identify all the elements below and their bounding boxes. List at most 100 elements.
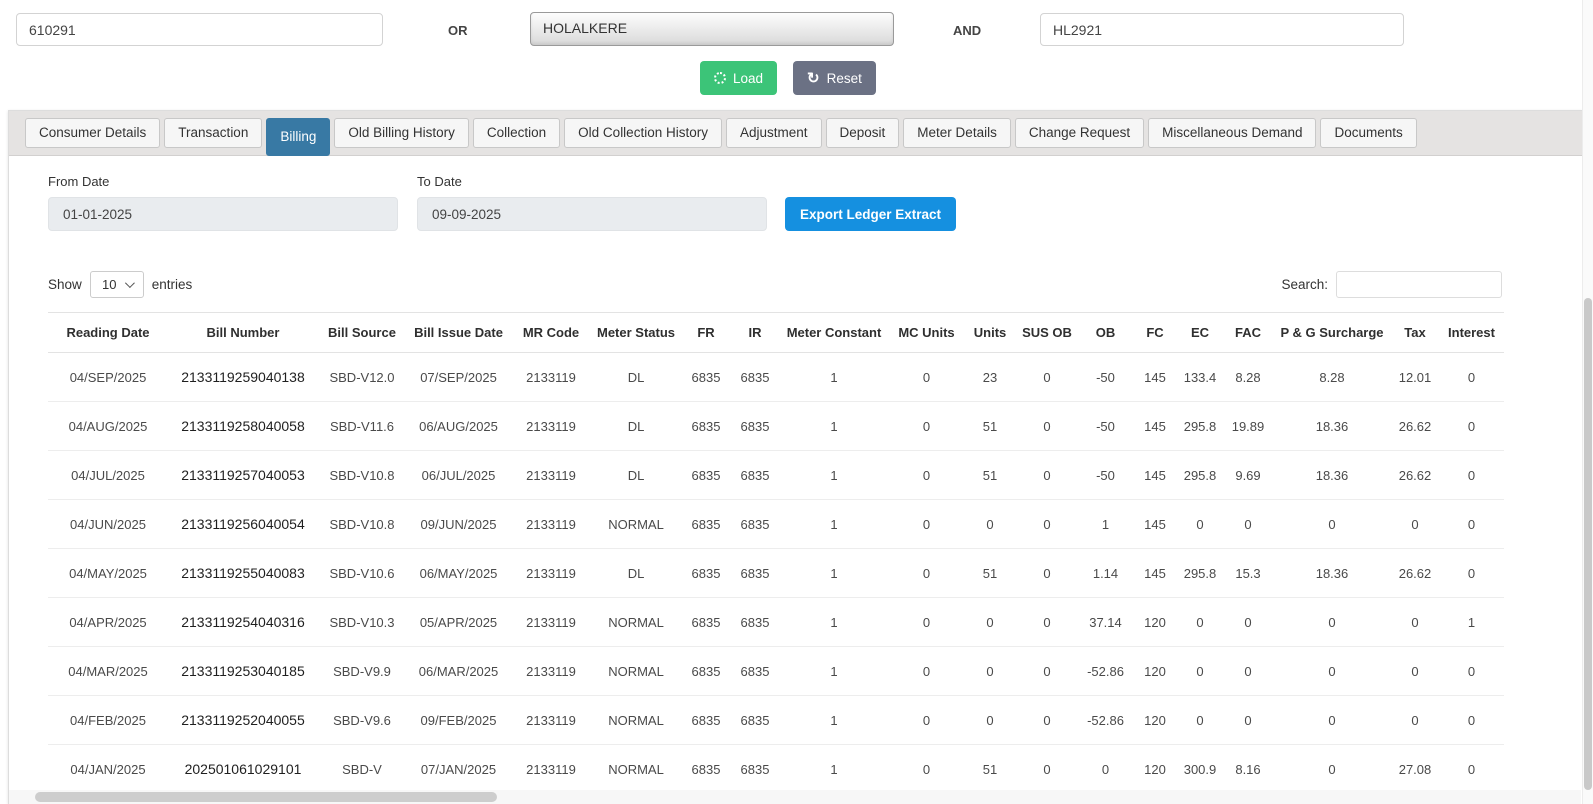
to-date-input[interactable] (417, 197, 767, 231)
column-header-ec[interactable]: EC (1190, 325, 1210, 340)
load-button[interactable]: Load (700, 61, 778, 95)
cell-ir: 6835 (731, 401, 779, 451)
cell-mr-code: 2133119 (511, 695, 591, 745)
cell-bill-number: 2133119255040083 (168, 548, 318, 598)
vertical-scrollbar[interactable] (1582, 0, 1593, 804)
table-body: 04/SEP/2025 2133119259040138 SBD-V12.0 07/S… (48, 352, 1504, 794)
column-header-meter-constant[interactable]: Meter Constant (786, 325, 882, 340)
cell-mc-units: 0 (889, 401, 964, 451)
column-header-mr-code[interactable]: MR Code (522, 325, 580, 340)
column-header-bill-source[interactable]: Bill Source (328, 325, 396, 340)
tab-collection[interactable]: Collection (472, 118, 561, 148)
cell-meter-status: NORMAL (591, 499, 681, 549)
tab-consumer-details[interactable]: Consumer Details (25, 118, 161, 148)
cell-mc-units: 0 (889, 695, 964, 745)
cell-fac: 8.28 (1223, 352, 1273, 402)
reset-button-label: Reset (826, 70, 862, 86)
cell-fac: 8.16 (1223, 744, 1273, 794)
horizontal-scrollbar[interactable] (9, 790, 1581, 804)
tab-transaction[interactable]: Transaction (164, 118, 263, 148)
cell-fac: 0 (1223, 499, 1273, 549)
column-header-fc[interactable]: FC (1146, 325, 1164, 340)
cell-fr: 6835 (681, 548, 731, 598)
cell-mc-units: 0 (889, 597, 964, 647)
tab-old-collection-history[interactable]: Old Collection History (564, 118, 722, 148)
column-header-fac[interactable]: FAC (1235, 325, 1261, 340)
cell-bill-source: SBD-V9.9 (318, 646, 406, 696)
tab-deposit[interactable]: Deposit (825, 118, 900, 148)
cell-p-g-surcharge: 0 (1273, 499, 1391, 549)
cell-mr-code: 2133119 (511, 499, 591, 549)
cell-fr: 6835 (681, 450, 731, 500)
cell-bill-source: SBD-V9.6 (318, 695, 406, 745)
cell-mr-code: 2133119 (511, 548, 591, 598)
cell-bill-source: SBD-V10.6 (318, 548, 406, 598)
cell-interest: 0 (1439, 352, 1504, 402)
cell-ec: 0 (1177, 597, 1223, 647)
column-header-bill-issue-date[interactable]: Bill Issue Date (414, 325, 503, 340)
cell-fr: 6835 (681, 597, 731, 647)
reset-button[interactable]: ↻ Reset (793, 61, 876, 95)
cell-fc: 145 (1133, 499, 1177, 549)
cell-fac: 19.89 (1223, 401, 1273, 451)
column-header-p-g-surcharge[interactable]: P & G Surcharge (1280, 325, 1384, 340)
and-label: AND (953, 23, 982, 38)
column-header-bill-number[interactable]: Bill Number (206, 325, 280, 340)
cell-bill-number: 2133119259040138 (168, 352, 318, 402)
consumer-number-input[interactable] (16, 13, 383, 46)
cell-sus-ob: 0 (1016, 499, 1078, 549)
cell-meter-status: NORMAL (591, 646, 681, 696)
column-header-tax[interactable]: Tax (1404, 325, 1426, 340)
cell-interest: 1 (1439, 597, 1504, 647)
filter-bar: OR HOLALKERE AND Load ↻ Reset (0, 0, 1593, 110)
cell-meter-constant: 1 (779, 744, 889, 794)
cell-bill-issue-date: 06/JUL/2025 (406, 450, 511, 500)
cell-reading-date: 04/MAR/2025 (48, 646, 168, 696)
from-date-input[interactable] (48, 197, 398, 231)
cell-tax: 0 (1391, 597, 1439, 647)
column-header-units[interactable]: Units (973, 325, 1007, 340)
tab-old-billing-history[interactable]: Old Billing History (334, 118, 469, 148)
column-header-sus-ob[interactable]: SUS OB (1022, 325, 1072, 340)
table-row: 04/APR/2025 2133119254040316 SBD-V10.3 05/A… (48, 597, 1504, 647)
cell-mc-units: 0 (889, 499, 964, 549)
page-size-select[interactable]: 10 (89, 271, 144, 298)
cell-reading-date: 04/JAN/2025 (48, 744, 168, 794)
column-header-ob[interactable]: OB (1095, 325, 1116, 340)
cell-bill-issue-date: 06/AUG/2025 (406, 401, 511, 451)
column-header-ir[interactable]: IR (748, 325, 762, 340)
cell-fr: 6835 (681, 646, 731, 696)
office-select[interactable]: HOLALKERE (530, 12, 894, 46)
cell-bill-source: SBD-V10.8 (318, 499, 406, 549)
refresh-icon: ↻ (807, 69, 820, 87)
billing-tab-content: From Date To Date Export Ledger Extract … (9, 156, 1582, 794)
vertical-scrollbar-thumb[interactable] (1584, 298, 1592, 790)
horizontal-scrollbar-thumb[interactable] (35, 792, 497, 802)
cell-reading-date: 04/MAY/2025 (48, 548, 168, 598)
cell-fac: 0 (1223, 597, 1273, 647)
tab-billing[interactable]: Billing (266, 118, 331, 156)
tab-adjustment[interactable]: Adjustment (725, 118, 822, 148)
cell-sus-ob: 0 (1016, 450, 1078, 500)
tab-change-request[interactable]: Change Request (1014, 118, 1145, 148)
cell-mc-units: 0 (889, 450, 964, 500)
cell-fc: 120 (1133, 597, 1177, 647)
cell-fr: 6835 (681, 352, 731, 402)
column-header-meter-status[interactable]: Meter Status (596, 325, 676, 340)
or-label: OR (448, 23, 468, 38)
cell-bill-source: SBD-V10.8 (318, 450, 406, 500)
column-header-mc-units[interactable]: MC Units (898, 325, 955, 340)
export-ledger-button[interactable]: Export Ledger Extract (785, 197, 957, 231)
cell-units: 0 (964, 597, 1016, 647)
tab-meter-details[interactable]: Meter Details (903, 118, 1011, 148)
tab-miscellaneous-demand[interactable]: Miscellaneous Demand (1148, 118, 1317, 148)
cell-ob: 1 (1078, 499, 1133, 549)
search-input[interactable] (1336, 271, 1502, 298)
column-header-interest[interactable]: Interest (1448, 325, 1495, 340)
column-header-fr[interactable]: FR (697, 325, 715, 340)
column-header-reading-date[interactable]: Reading Date (66, 325, 150, 340)
cell-meter-constant: 1 (779, 401, 889, 451)
tab-documents[interactable]: Documents (1320, 118, 1417, 148)
rr-number-input[interactable] (1040, 13, 1404, 46)
cell-tax: 26.62 (1391, 548, 1439, 598)
